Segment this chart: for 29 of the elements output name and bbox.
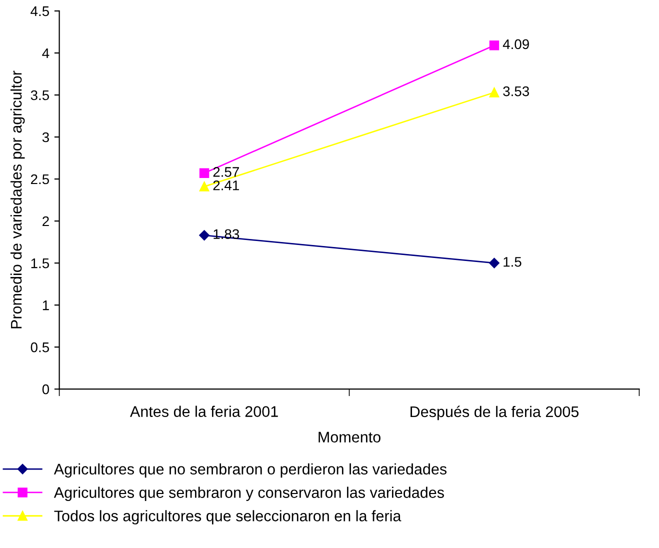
y-tick-label: 4 — [42, 48, 50, 58]
x-tick-label: Después de la feria 2005 — [410, 406, 579, 420]
y-tick-label: 3.5 — [30, 90, 50, 100]
y-tick-label: 1.5 — [31, 258, 50, 268]
x-tick-label: Antes de la feria 2001 — [130, 406, 278, 417]
y-tick-label: 2 — [42, 216, 49, 226]
data-label: 3.53 — [503, 86, 530, 96]
legend-label: Agricultores que no sembraron o perdieron las variedades — [54, 463, 447, 478]
point — [199, 168, 210, 178]
legend-label: Todos los agricultores que seleccionaron en la feria — [54, 510, 402, 524]
data-label: 1.5 — [504, 257, 522, 267]
x-axis-title: Momento — [318, 432, 380, 442]
point — [199, 182, 210, 192]
data-label: 4.09 — [502, 39, 529, 50]
y-axis-title: Promedio de variedades por agricultor — [10, 70, 25, 328]
legend-label: Agricultores que sembraron y conservaron las variedades — [54, 486, 444, 501]
point — [199, 230, 210, 240]
y-tick-label: 0.5 — [30, 342, 50, 352]
data-label: 1.83 — [214, 229, 240, 240]
data-label: 2.41 — [213, 180, 239, 190]
y-tick-label: 4.5 — [30, 6, 50, 16]
y-tick-label: 2.5 — [30, 174, 50, 184]
point — [489, 88, 500, 98]
point — [489, 40, 500, 50]
y-tick-label: 1 — [42, 300, 49, 310]
y-tick-label: 0 — [42, 384, 50, 394]
y-tick-label: 3 — [42, 132, 49, 142]
point — [489, 258, 500, 268]
data-label: 2.57 — [213, 167, 239, 177]
